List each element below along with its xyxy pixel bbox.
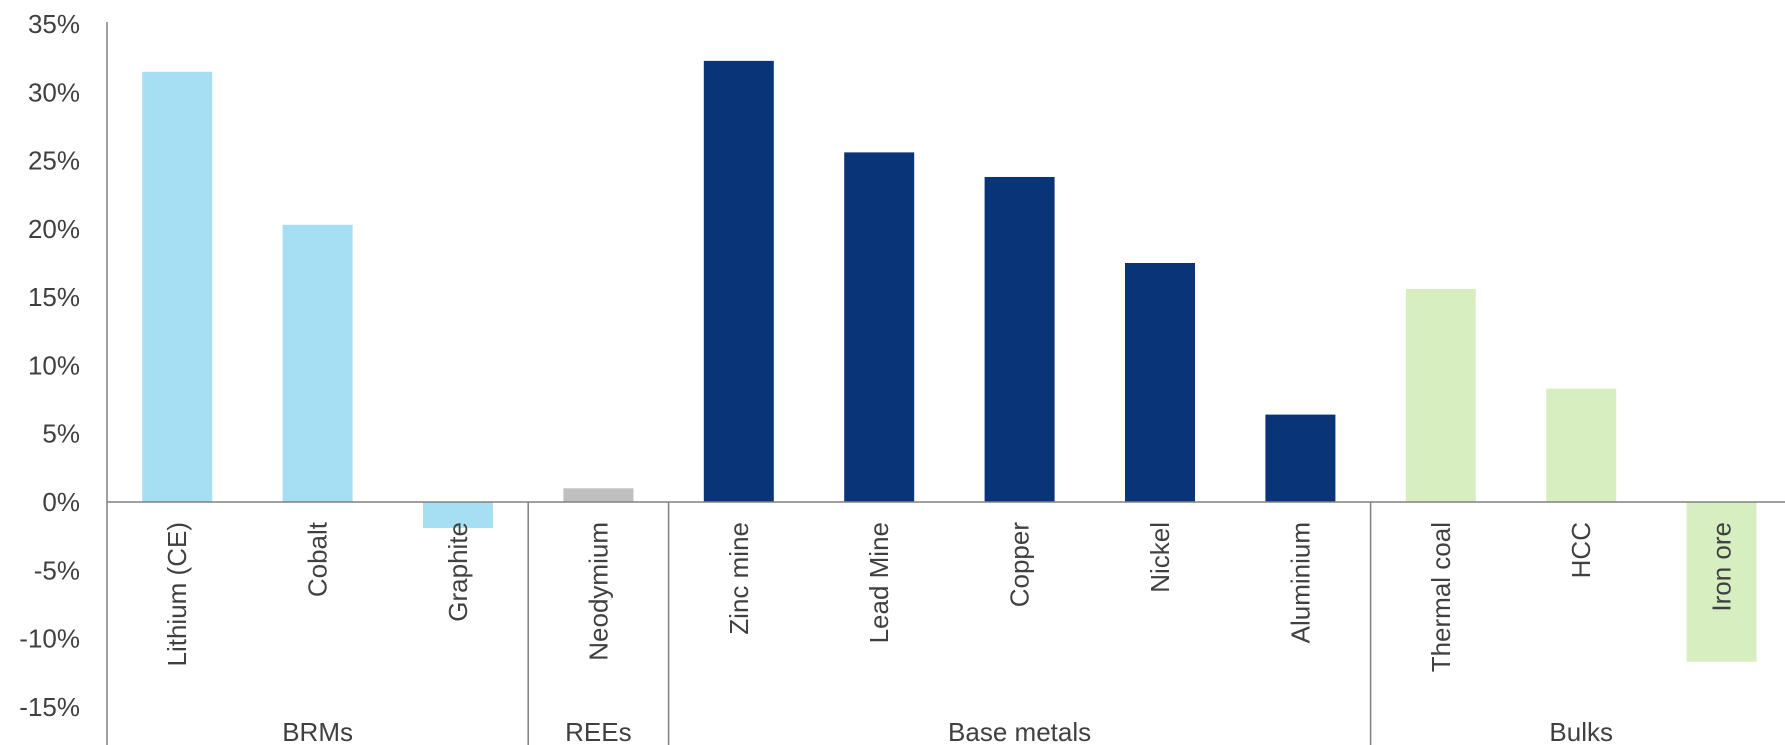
category-label: Cobalt xyxy=(303,521,333,597)
bar-aluminium xyxy=(1265,414,1336,502)
bar-thermal-coal xyxy=(1405,288,1476,502)
category-label: Lead Mine xyxy=(864,522,894,643)
bar-lithium-ce xyxy=(142,71,213,503)
category-label: Graphite xyxy=(443,522,473,622)
y-tick-label: -15% xyxy=(19,692,80,722)
y-tick-label: 15% xyxy=(28,282,80,312)
y-tick-label: -5% xyxy=(34,555,80,585)
category-label: Aluminium xyxy=(1285,522,1315,643)
y-tick-label: 35% xyxy=(28,9,80,39)
group-label: BRMs xyxy=(282,717,353,745)
y-tick-label: 20% xyxy=(28,214,80,244)
bar-zinc-mine xyxy=(703,60,774,502)
group-label: REEs xyxy=(565,717,631,745)
y-tick-label: -10% xyxy=(19,624,80,654)
category-labels: Lithium (CE) Cobalt Graphite Neodymium Zinc … xyxy=(162,521,1736,672)
bar-neodymium xyxy=(563,488,634,502)
y-tick-label: 5% xyxy=(42,419,80,449)
y-tick-label: 30% xyxy=(28,77,80,107)
group-label: Bulks xyxy=(1549,717,1613,745)
category-label: Thermal coal xyxy=(1426,522,1456,672)
y-axis-ticks: 35% 30% 25% 20% 15% 10% 5% 0% -5% -10% -15% xyxy=(19,9,80,722)
axes xyxy=(106,22,1785,745)
bar-cobalt xyxy=(282,224,353,502)
y-tick-label: 25% xyxy=(28,146,80,176)
bar-graphite xyxy=(423,502,493,528)
y-tick-label: 0% xyxy=(42,487,80,517)
bar-iron-ore xyxy=(1686,502,1757,662)
category-label: Neodymium xyxy=(583,522,613,661)
bar-hcc xyxy=(1546,388,1617,502)
group-labels: BRMs REEs Base metals Bulks xyxy=(282,502,1613,745)
category-label: Iron ore xyxy=(1707,522,1737,612)
y-tick-label: 10% xyxy=(28,350,80,380)
category-label: Copper xyxy=(1005,522,1035,608)
group-label: Base metals xyxy=(948,717,1091,745)
category-label: Lithium (CE) xyxy=(162,522,192,666)
category-label: Nickel xyxy=(1145,522,1175,593)
category-label: HCC xyxy=(1566,522,1596,578)
bar-lead-mine xyxy=(844,152,915,502)
bar-copper xyxy=(984,176,1055,502)
bar-nickel xyxy=(1125,263,1195,502)
bars xyxy=(142,60,1757,662)
category-label: Zinc mine xyxy=(724,522,754,635)
